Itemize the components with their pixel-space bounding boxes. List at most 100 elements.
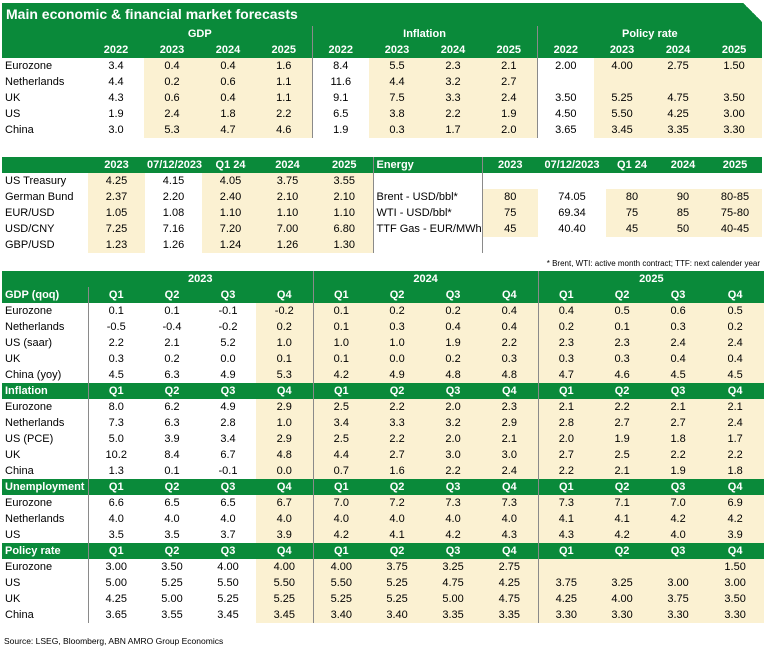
- inflation-cell: 0.3: [369, 122, 426, 138]
- row-label: US: [5, 577, 21, 589]
- value-cell: 0.0: [220, 353, 236, 365]
- policy-cell: 2.00: [536, 58, 595, 74]
- energy-cell: [658, 173, 708, 189]
- table-row: UK 4.3 0.6 0.4 1.1 9.1 7.5 3.3 2.4 3.50 5.25 4.75 3.…: [2, 90, 763, 106]
- policy-cell: 5.50: [594, 106, 651, 122]
- value-cell: 3.25: [425, 559, 482, 575]
- value-cell: 4.0: [650, 527, 707, 543]
- quarter-header: Q4: [481, 287, 539, 303]
- quarter-header: Q2: [144, 543, 200, 559]
- quarter-header: Q3: [425, 479, 482, 495]
- energy-header: Energy: [372, 157, 482, 173]
- policy-cell: 4.75: [650, 90, 707, 106]
- inflation-cell: 1.9: [311, 122, 370, 138]
- quarter-header: Q4: [256, 479, 314, 495]
- value-cell: 2.1: [537, 399, 595, 415]
- year-header: 2025: [706, 42, 763, 58]
- annual-forecast-table: GDP Inflation Policy rate 2022 2023 2024 20…: [2, 26, 763, 138]
- row-label: Eurozone: [5, 60, 53, 72]
- quarter-header: Q4: [256, 383, 314, 399]
- value-cell: 6.6: [87, 495, 144, 511]
- year-header: 2022: [311, 42, 370, 58]
- value-cell: -0.4: [162, 321, 182, 333]
- value-cell: -0.1: [218, 305, 238, 317]
- section-header: GDP (qoq) Q1 Q2 Q3 Q4 Q1 Q2 Q3 Q4 Q1 Q2 Q3 Q4: [2, 287, 765, 303]
- year-2024-header: 2024: [312, 271, 539, 287]
- quarter-header: Q2: [369, 383, 426, 399]
- value-cell: 1.50: [706, 559, 765, 575]
- value-cell: 3.55: [161, 609, 183, 621]
- value-cell: 0.4: [650, 351, 707, 367]
- quarter-header: Q3: [200, 479, 256, 495]
- table1-year-header: 2022 2023 2024 2025 2022 2023 2024 2025 2022 20…: [2, 42, 763, 58]
- inflation-cell: 3.2: [425, 74, 482, 90]
- energy-cell: [606, 173, 658, 189]
- market-cell: 1.30: [316, 237, 373, 253]
- value-cell: 3.00: [650, 575, 707, 591]
- value-cell: 4.5: [706, 367, 765, 383]
- inflation-cell: 4.4: [369, 74, 426, 90]
- quarter-header: Q2: [594, 383, 651, 399]
- quarter-header: Q2: [594, 543, 651, 559]
- energy-cell: 75: [606, 205, 658, 221]
- value-cell: 6.9: [706, 495, 765, 511]
- value-cell: 2.9: [256, 431, 314, 447]
- inflation-cell: 8.4: [311, 58, 370, 74]
- table-row: China 3.0 5.3 4.7 4.6 1.9 0.3 1.7 2.0 3.65 3.45 3.3…: [2, 122, 763, 138]
- policy-cell: 3.45: [594, 122, 651, 138]
- gdp-cell: 2.2: [256, 106, 313, 122]
- value-cell: 5.50: [312, 575, 370, 591]
- quarter-header: Q2: [144, 479, 200, 495]
- energy-cell: 90: [658, 189, 708, 205]
- energy-cell: 75: [481, 205, 538, 221]
- value-cell: 2.4: [706, 415, 765, 431]
- gdp-cell: 1.9: [108, 108, 124, 120]
- value-cell: 3.50: [706, 591, 765, 607]
- market-cell: 1.24: [202, 237, 259, 253]
- value-cell: 4.2: [594, 527, 651, 543]
- value-cell: 1.0: [369, 335, 426, 351]
- inflation-cell: 3.8: [369, 106, 426, 122]
- table-row: GBP/USD 1.23 1.26 1.24 1.26 1.30: [2, 237, 762, 253]
- value-cell: 3.5: [87, 527, 144, 543]
- value-cell: 3.25: [594, 575, 651, 591]
- gdp-cell: 4.6: [256, 122, 313, 138]
- quarter-header: Q2: [594, 479, 651, 495]
- value-cell: 0.1: [164, 465, 180, 477]
- value-cell: 2.2: [594, 399, 651, 415]
- value-cell: 5.3: [256, 367, 314, 383]
- value-cell: 3.65: [87, 607, 144, 623]
- value-cell: 3.40: [312, 607, 370, 623]
- table1-group-header: GDP Inflation Policy rate: [2, 26, 763, 42]
- value-cell: 2.1: [706, 399, 765, 415]
- value-cell: 3.5: [164, 529, 180, 541]
- column-header: 2023: [481, 157, 538, 173]
- year-header: 2024: [425, 42, 482, 58]
- policy-cell: 2.75: [650, 58, 707, 74]
- value-cell: 1.3: [87, 463, 144, 479]
- policy-cell: 3.65: [536, 122, 595, 138]
- quarter-header: Q2: [144, 383, 200, 399]
- page-title: Main economic & financial market forecas…: [2, 3, 762, 26]
- value-cell: 1.8: [706, 463, 765, 479]
- market-cell: 2.10: [259, 189, 316, 205]
- energy-cell: 80-85: [708, 189, 762, 205]
- quarter-header: Q3: [650, 383, 707, 399]
- quarter-header: Q2: [369, 479, 426, 495]
- energy-footnote: * Brent, WTI: active month contract; TTF…: [546, 259, 760, 268]
- value-cell: [650, 559, 707, 575]
- value-cell: 0.4: [706, 351, 765, 367]
- gdp-cell: 0.4: [200, 58, 256, 74]
- market-cell: 2.20: [162, 191, 185, 203]
- quarter-header: Q1: [87, 479, 144, 495]
- quarter-header: Q1: [537, 287, 595, 303]
- value-cell: 7.0: [650, 495, 707, 511]
- value-cell: 0.1: [312, 319, 370, 335]
- year-2023-header: 2023: [88, 271, 314, 287]
- value-cell: 6.3: [164, 417, 180, 429]
- energy-label: TTF Gas - EUR/MWh*: [372, 221, 482, 237]
- value-cell: -0.5: [87, 319, 144, 335]
- value-cell: 10.2: [87, 447, 144, 463]
- quarter-header: Q4: [706, 383, 765, 399]
- value-cell: 2.8: [537, 415, 595, 431]
